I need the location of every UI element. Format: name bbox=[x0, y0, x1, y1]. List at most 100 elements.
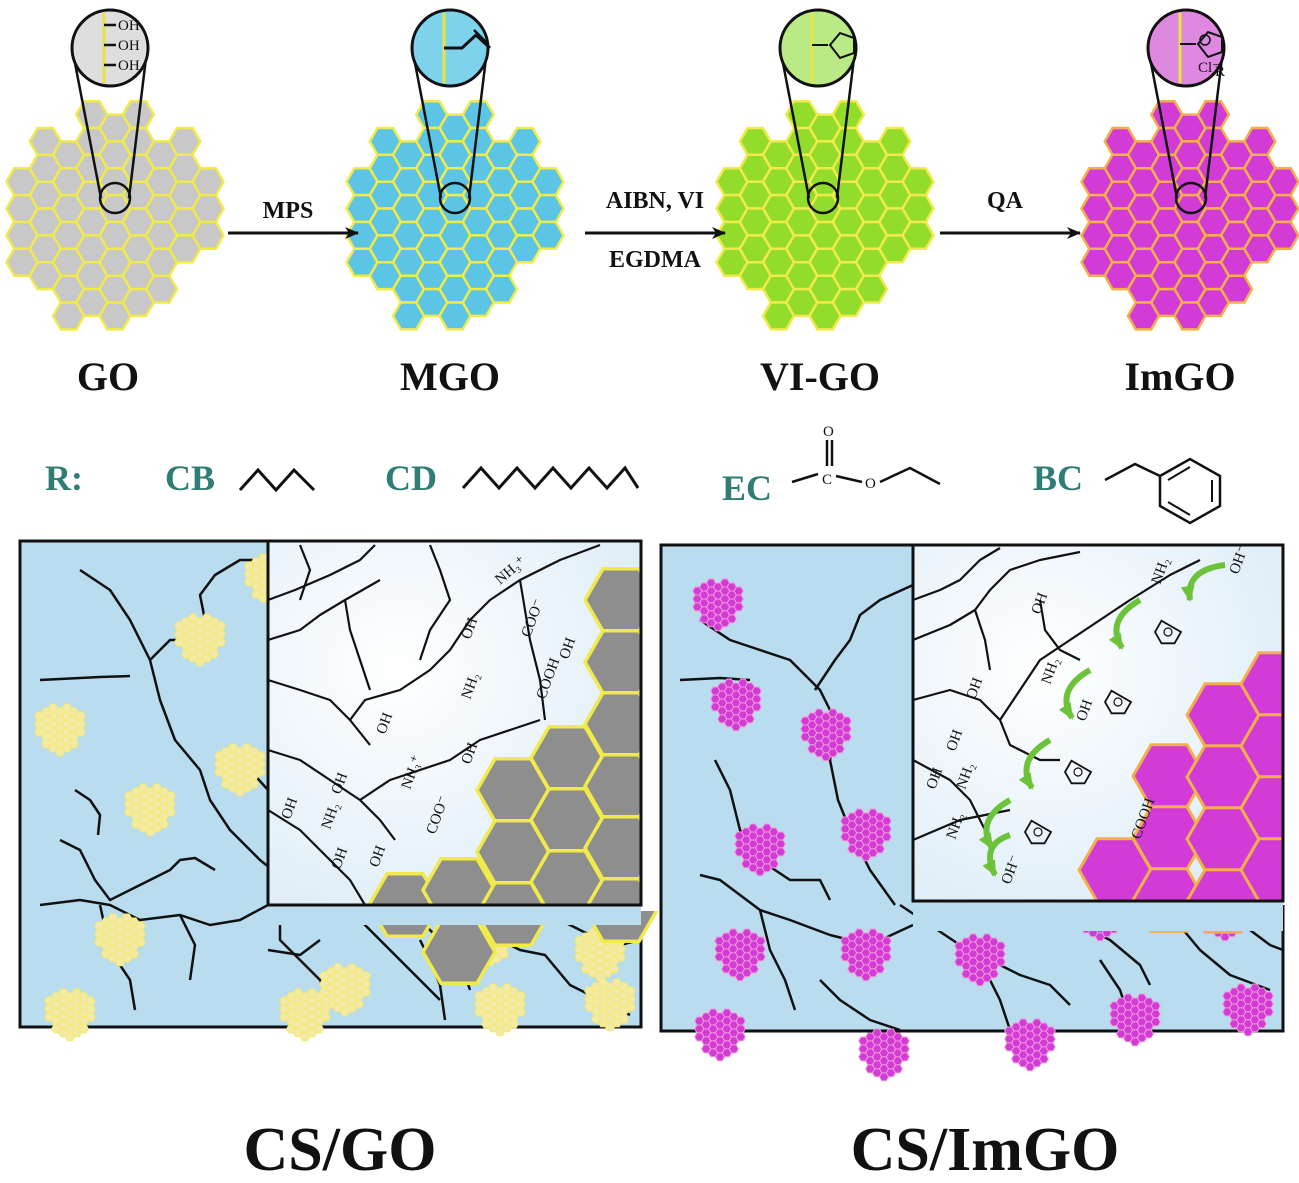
hex-cell bbox=[877, 234, 912, 264]
inset-group-label: OH bbox=[924, 765, 947, 791]
label-imgo: ImGO bbox=[1124, 354, 1235, 399]
hex-cell bbox=[831, 287, 866, 318]
go-flake bbox=[44, 988, 96, 1042]
polymer-chain bbox=[999, 559, 1201, 721]
hex-cell bbox=[151, 823, 163, 833]
inset-group-label: OH bbox=[329, 770, 352, 796]
imgo-flake bbox=[858, 1028, 910, 1082]
hex-cell bbox=[841, 716, 852, 726]
r-ec-label: EC bbox=[722, 468, 772, 508]
hex-cell bbox=[135, 921, 146, 931]
cb-chain bbox=[238, 467, 316, 493]
hydroxide-arrow bbox=[1058, 667, 1092, 720]
hex-cell bbox=[360, 971, 371, 981]
hydroxide-arrow bbox=[982, 832, 1012, 877]
hex-cell bbox=[625, 1002, 636, 1012]
hex-cell bbox=[1045, 1034, 1056, 1044]
hex-cell bbox=[75, 719, 86, 729]
hex-cell bbox=[135, 929, 146, 939]
imgo-flake bbox=[734, 823, 786, 877]
hydroxide-arrow bbox=[978, 797, 1012, 850]
hex-cell bbox=[507, 126, 542, 157]
hex-cell bbox=[867, 968, 879, 978]
polymer-chain bbox=[973, 609, 992, 671]
zoom-spot bbox=[98, 181, 132, 215]
hex-cell bbox=[733, 586, 744, 596]
polymer-chain bbox=[267, 748, 396, 841]
imgo-sheet bbox=[1080, 99, 1299, 331]
hex-cell bbox=[827, 748, 839, 758]
imgo-flake bbox=[714, 928, 766, 982]
imgo-flake bbox=[694, 1008, 746, 1062]
polymer-chain bbox=[349, 543, 601, 721]
hex-cell bbox=[735, 1024, 746, 1034]
stage-labels: GO MGO VI-GO ImGO bbox=[77, 354, 1236, 399]
imgo-r-label: R bbox=[1215, 64, 1225, 80]
hex-cell bbox=[165, 807, 176, 817]
caption-cs-go: CS/GO bbox=[244, 1116, 437, 1183]
arrow-mps-label: MPS bbox=[263, 198, 314, 224]
zoom-imgo: Cl⁻R bbox=[1146, 8, 1226, 215]
hex-cell bbox=[346, 1003, 358, 1013]
hex-cell bbox=[1045, 1026, 1056, 1036]
polymer-chain bbox=[912, 759, 986, 831]
hex-cell bbox=[165, 799, 176, 809]
zoom-mgo bbox=[410, 8, 492, 215]
hex-cell bbox=[507, 234, 542, 264]
hex-cell bbox=[881, 936, 892, 946]
hex-cell bbox=[615, 952, 626, 962]
hex-cell bbox=[877, 126, 912, 157]
hex-cell bbox=[751, 694, 762, 704]
hex-cell bbox=[1150, 1009, 1161, 1019]
hex-cell bbox=[733, 602, 744, 612]
cd-chain bbox=[461, 465, 640, 491]
hex-cell bbox=[1242, 126, 1277, 157]
r-group-legend: R: CB CD EC C O O BC bbox=[45, 424, 1222, 525]
hex-cell bbox=[1242, 234, 1277, 264]
hex-cell bbox=[881, 824, 892, 834]
ec-o-top: O bbox=[823, 424, 834, 440]
go-oh-label: OH bbox=[118, 38, 140, 54]
hydroxide-arrow bbox=[1018, 737, 1052, 790]
bc-structure bbox=[1104, 457, 1222, 525]
go-sheet bbox=[5, 99, 225, 331]
hex-cell bbox=[75, 727, 86, 737]
hex-cell bbox=[515, 991, 526, 1001]
hex-cell bbox=[515, 999, 526, 1009]
hex-cell bbox=[515, 1007, 526, 1017]
hex-cell bbox=[1196, 287, 1231, 318]
polymer-chain bbox=[518, 579, 547, 721]
polymer-chain bbox=[267, 939, 321, 957]
polymer-chain bbox=[418, 544, 452, 661]
imgo-flake bbox=[840, 808, 892, 862]
hex-cell bbox=[755, 944, 766, 954]
inset-group-label: OH bbox=[1029, 590, 1052, 616]
polymer-chain bbox=[1038, 599, 1081, 661]
vigo-sheet bbox=[715, 99, 935, 331]
go-flake bbox=[94, 913, 146, 967]
hex-cell bbox=[1150, 1017, 1161, 1027]
polymer-chain bbox=[39, 898, 269, 927]
imgo-flake bbox=[954, 933, 1006, 987]
inset-group-label: OH bbox=[374, 710, 397, 736]
imidazolium-ring bbox=[1108, 597, 1183, 650]
hex-cell bbox=[255, 767, 266, 777]
r-prefix: R: bbox=[45, 458, 83, 498]
go-flake bbox=[319, 963, 371, 1017]
go-flake bbox=[124, 783, 176, 837]
hex-cell bbox=[71, 1028, 83, 1038]
hex-cell bbox=[215, 637, 226, 647]
hex-cell bbox=[135, 937, 146, 947]
go-flake bbox=[584, 978, 636, 1032]
imgo-flake bbox=[1222, 983, 1274, 1037]
zoom-callouts: OH OH OH Cl⁻R bbox=[70, 8, 1226, 215]
hex-cell bbox=[255, 751, 266, 761]
polymer-chain bbox=[343, 599, 372, 691]
label-mgo: MGO bbox=[400, 354, 500, 399]
polymer-chain bbox=[74, 788, 102, 836]
hex-cell bbox=[167, 234, 202, 264]
hex-cell bbox=[320, 1012, 331, 1022]
